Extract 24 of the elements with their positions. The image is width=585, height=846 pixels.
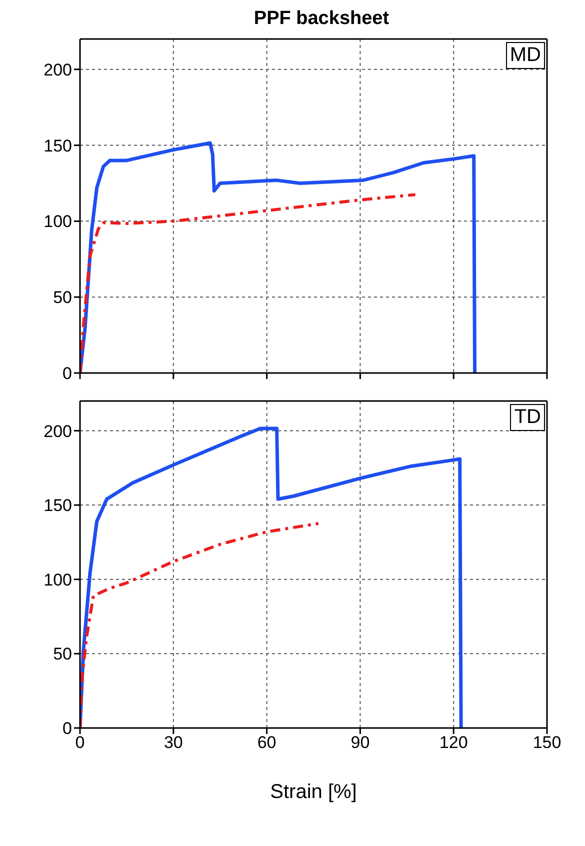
y-tick-label: 150: [44, 136, 72, 156]
y-tick-label: 0: [62, 364, 72, 384]
x-tick-label: 90: [350, 733, 370, 752]
x-axis-title: Strain [%]: [270, 781, 357, 803]
line-series: [80, 426, 463, 728]
line-series: [80, 522, 320, 728]
y-tick-label: 200: [44, 60, 72, 80]
y-tick-label: 50: [53, 644, 72, 664]
y-tick-label: 0: [62, 719, 72, 738]
y-tick-label: 100: [44, 212, 72, 232]
y-tick-label: 100: [44, 570, 72, 590]
x-tick-label: 120: [439, 733, 468, 752]
y-tick-label: 200: [44, 422, 72, 441]
x-tick-label: 150: [532, 733, 562, 752]
x-tick-label: 0: [75, 733, 85, 752]
annotation: TD: [510, 404, 545, 431]
line-series: [80, 141, 477, 373]
x-tick-label: 30: [164, 733, 183, 752]
y-tick-label: 50: [53, 288, 72, 308]
chart-title: PPF backsheet: [252, 8, 390, 30]
y-tick-label: 150: [44, 496, 72, 516]
x-tick-label: 60: [257, 733, 276, 752]
line-series: [80, 193, 417, 373]
annotation: MD: [506, 42, 545, 69]
